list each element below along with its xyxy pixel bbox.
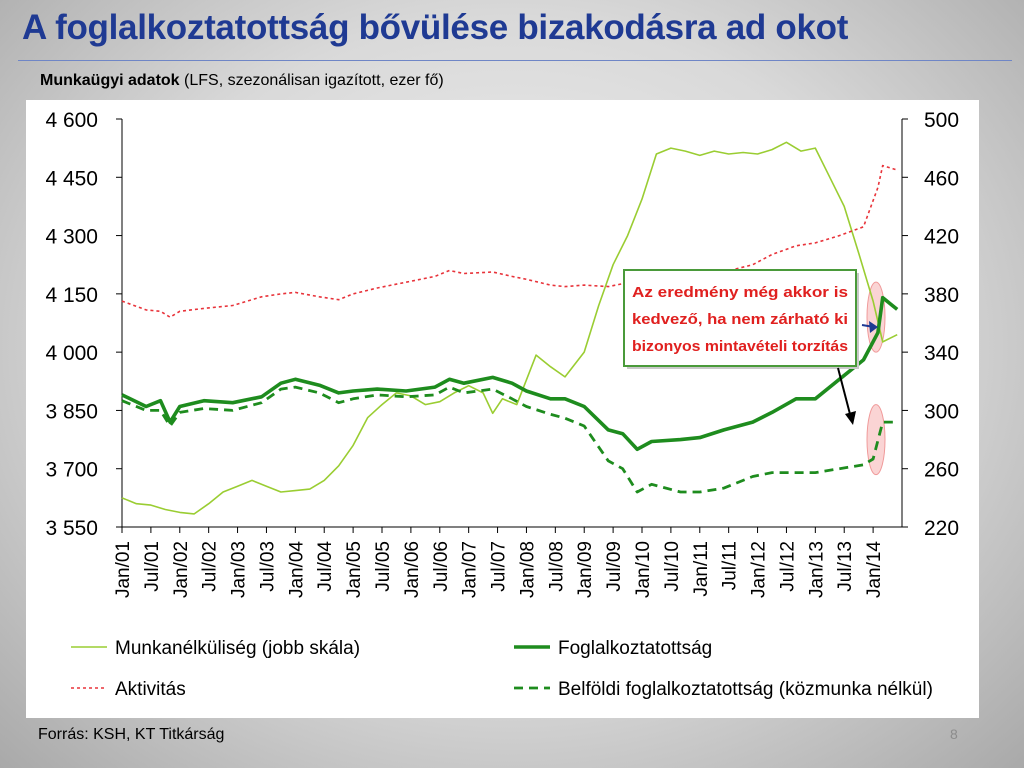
subtitle-rest: (LFS, szezonálisan igazított, ezer fő) (179, 72, 444, 89)
left-tick-label: 4 600 (45, 109, 98, 132)
highlight-ellipse-lower (866, 404, 886, 476)
series-employment-line (121, 295, 899, 452)
series-unemployment-line (121, 141, 898, 515)
right-tick-label: 300 (924, 400, 959, 423)
left-tick-label: 4 450 (45, 167, 98, 190)
annotation-arrow-lower (837, 367, 852, 419)
x-tick-label: Jan/05 (344, 541, 365, 598)
chart-area: 4 600 4 450 4 300 4 150 4 000 3 850 3 700 3 550… (26, 100, 979, 718)
annotation-box (623, 269, 857, 367)
x-tick-label: Jan/02 (171, 541, 192, 598)
legend-domestic-employment-label: Belföldi foglalkoztatottság (közmunka né… (558, 679, 933, 700)
x-tick-label: Jul/10 (662, 541, 683, 592)
right-tick-label: 420 (924, 226, 959, 249)
annotation-text-line: kedvező, ha nem zárható ki (632, 311, 848, 328)
x-tick-label: Jan/07 (460, 541, 481, 598)
x-tick-label: Jan/12 (749, 541, 770, 598)
legend-employment-label: Foglalkoztatottság (558, 638, 712, 659)
x-tick-label: Jan/13 (806, 541, 827, 598)
annotation-text-line: Az eredmény még akkor is (632, 284, 848, 301)
x-tick-label: Jan/06 (402, 541, 423, 598)
x-tick-label: Jul/01 (142, 541, 163, 592)
x-tick-label: Jul/04 (315, 541, 336, 592)
right-tick-label: 340 (924, 342, 959, 365)
right-tick-label: 380 (924, 284, 959, 307)
chart-subtitle: Munkaügyi adatok (LFS, szezonálisan igaz… (40, 72, 444, 90)
page-number: 8 (950, 726, 958, 742)
x-tick-label: Jan/11 (691, 541, 712, 597)
left-tick-label: 3 850 (45, 400, 98, 423)
x-tick-label: Jul/13 (835, 541, 856, 592)
x-tick-label: Jan/04 (286, 541, 307, 598)
left-tick-label: 4 150 (45, 284, 98, 307)
legend-unemployment-label: Munkanélküliség (jobb skála) (115, 638, 360, 659)
title-divider (18, 60, 1012, 61)
x-tick-label: Jul/07 (489, 541, 510, 592)
left-tick-label: 3 700 (45, 459, 98, 482)
annotation-text-line: bizonyos mintavételi torzítás (632, 338, 848, 355)
left-tick-label: 4 000 (45, 342, 98, 365)
x-tick-label: Jul/11 (720, 541, 741, 590)
right-tick-label: 500 (924, 109, 959, 132)
series-activity-line (121, 164, 898, 318)
legend-activity-label: Aktivitás (115, 679, 186, 700)
x-tick-label: Jan/10 (633, 541, 654, 598)
series-domestic-employment-line (121, 385, 898, 494)
slide-title: A foglalkoztatottság bővülése bizakodásr… (22, 8, 849, 47)
annotation-arrowhead-lower (845, 411, 856, 425)
x-tick-label: Jul/02 (200, 541, 221, 592)
right-tick-label: 460 (924, 167, 959, 190)
x-tick-label: Jul/03 (257, 541, 278, 592)
right-tick-label: 260 (924, 459, 959, 482)
subtitle-bold: Munkaügyi adatok (40, 72, 180, 89)
left-tick-label: 4 300 (45, 226, 98, 249)
left-tick-label: 3 550 (45, 517, 98, 540)
source-note: Forrás: KSH, KT Titkárság (38, 726, 225, 743)
line-chart: 4 600 4 450 4 300 4 150 4 000 3 850 3 700 3 550… (45, 109, 959, 700)
annotation-arrowhead-upper (869, 321, 878, 333)
x-tick-label: Jul/08 (546, 541, 567, 592)
right-tick-label: 220 (924, 517, 959, 540)
x-tick-label: Jan/09 (575, 541, 596, 598)
x-tick-label: Jan/03 (229, 541, 250, 598)
x-tick-label: Jul/12 (777, 541, 798, 592)
x-tick-label: Jul/05 (373, 541, 394, 592)
x-tick-label: Jan/14 (864, 541, 885, 598)
x-tick-label: Jan/08 (517, 541, 538, 598)
x-tick-label: Jan/01 (113, 541, 134, 598)
x-tick-label: Jul/09 (604, 541, 625, 592)
x-tick-label: Jul/06 (431, 541, 452, 592)
